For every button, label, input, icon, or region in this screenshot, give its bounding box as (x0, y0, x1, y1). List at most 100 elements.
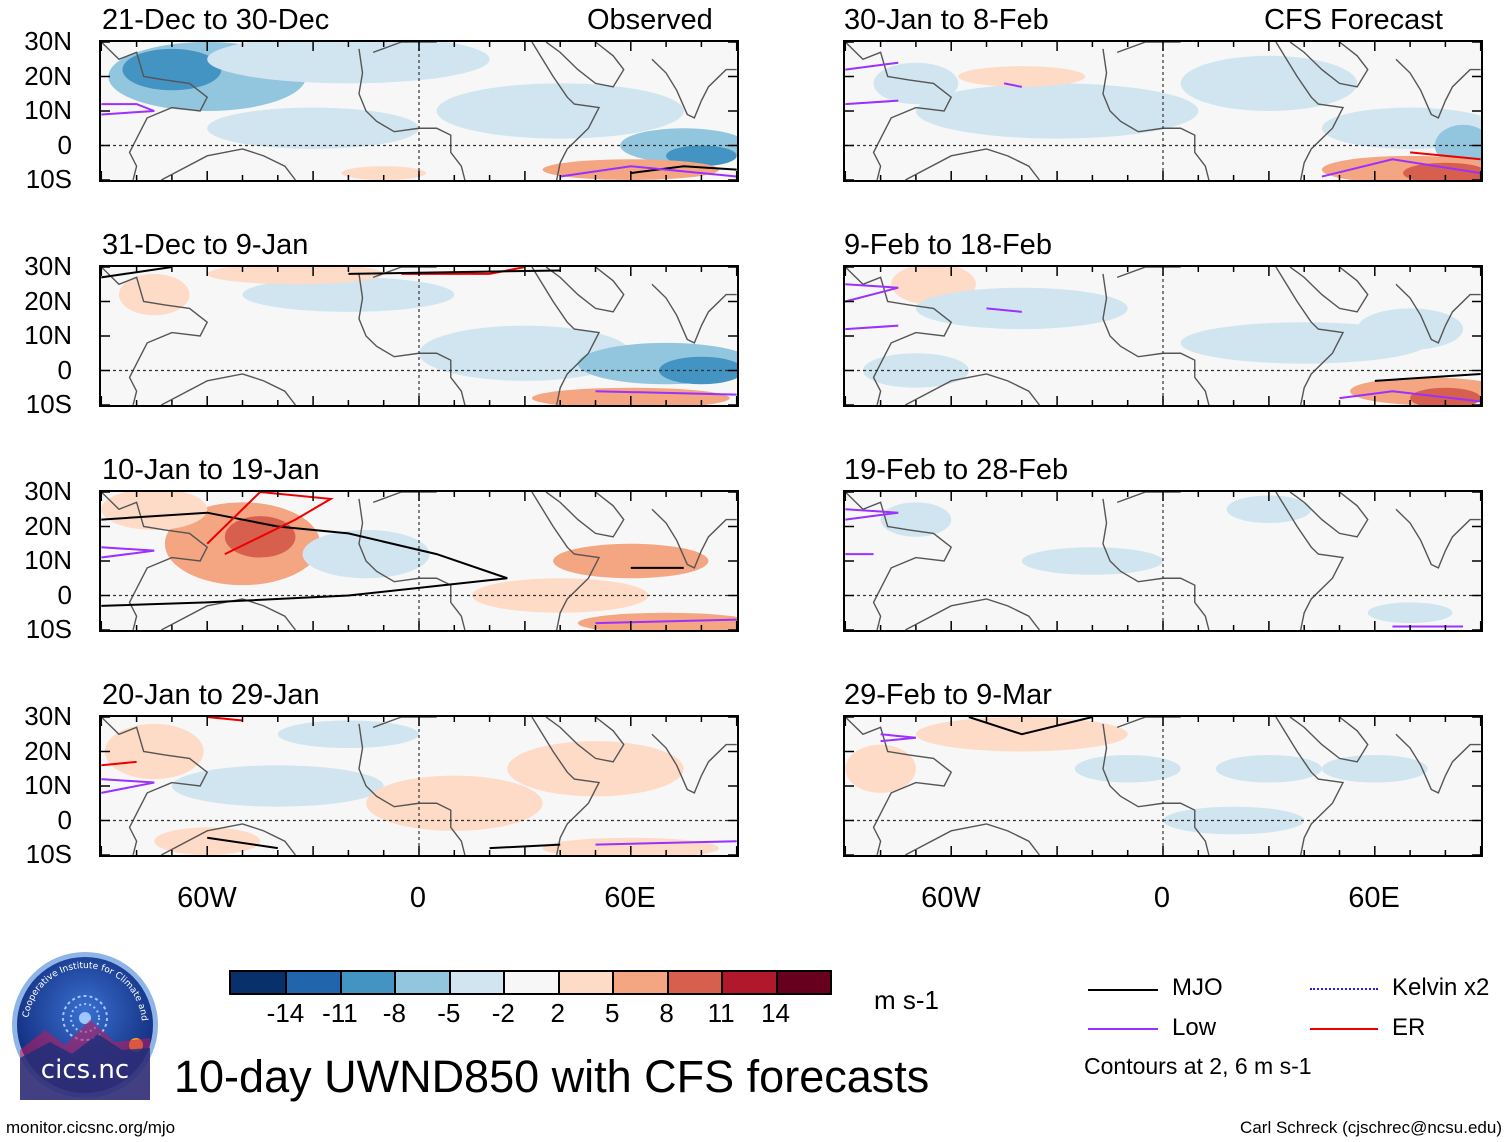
coastline (904, 598, 1041, 630)
lat-label: 30N (24, 701, 72, 731)
wind-anomaly-shading (553, 543, 709, 579)
coastline (1102, 498, 1210, 630)
colorbar-label: 2 (550, 998, 565, 1028)
observed-header: Observed (587, 4, 713, 36)
coastline (1395, 283, 1481, 344)
wind-anomaly-shading (862, 353, 969, 388)
colorbar-cell (503, 972, 559, 993)
legend-contour-note: Contours at 2, 6 m s-1 (1084, 1053, 1312, 1079)
coastline (358, 723, 466, 855)
wind-anomaly-shading (1321, 754, 1428, 783)
colorbar-cell (666, 972, 722, 993)
coastline (358, 48, 466, 180)
wind-anomaly-shading (1074, 754, 1181, 783)
logo-text: cics.nc (41, 1055, 129, 1085)
wind-anomaly-shading (666, 145, 737, 167)
contour-er (1410, 151, 1481, 161)
lat-label: 30N (24, 476, 72, 506)
colorbar-cell (231, 972, 286, 993)
coastline (651, 733, 737, 794)
coastline (1395, 508, 1481, 569)
coastline (1102, 723, 1210, 855)
coastline (1289, 42, 1369, 88)
wind-anomaly-shading (118, 273, 190, 316)
contour-low (1321, 158, 1481, 178)
coastline (101, 717, 209, 855)
panel-title: 9-Feb to 18-Feb (844, 229, 1052, 261)
wind-anomaly-shading (471, 578, 649, 613)
legend-low-label: Low (1172, 1014, 1217, 1041)
map-panel (843, 40, 1483, 182)
lat-label: 20N (24, 511, 72, 541)
lon-label: 0 (1153, 882, 1171, 914)
coastline (160, 148, 297, 180)
contour-mjo (630, 165, 737, 175)
map-graphic (845, 267, 1481, 405)
map-panel (843, 715, 1483, 857)
coastline (845, 717, 953, 855)
wind-anomaly-shading (1367, 602, 1453, 624)
legend-mjo-label: MJO (1172, 974, 1223, 1001)
wind-anomaly-shading (1357, 308, 1464, 350)
main-title: 10-day UWND850 with CFS forecasts (174, 1051, 930, 1102)
contour-low (595, 618, 737, 625)
coastline (845, 492, 953, 630)
footer-url: monitor.cicsnc.org/mjo (6, 1118, 176, 1137)
lat-label: 0 (57, 355, 72, 385)
contour-low (101, 546, 155, 559)
panel-title: 31-Dec to 9-Jan (102, 229, 309, 261)
lat-label: 30N (24, 26, 72, 56)
coastline (1116, 492, 1181, 504)
colorbar-cell (612, 972, 668, 993)
map-graphic (101, 267, 737, 405)
coastline (1395, 58, 1481, 119)
coastline (545, 492, 625, 538)
contour-mjo (1374, 372, 1481, 382)
contour-low (1003, 82, 1022, 88)
wind-anomaly-shading (1215, 754, 1322, 783)
wind-anomaly-shading (507, 741, 684, 797)
lat-label: 10N (24, 770, 72, 800)
colorbar-label: -2 (491, 998, 515, 1028)
coastline (651, 58, 737, 119)
legend-kelvin-label: Kelvin x2 (1392, 974, 1490, 1001)
coastline (1289, 492, 1369, 538)
wind-anomaly-shading (845, 744, 916, 793)
panel-title: 10-Jan to 19-Jan (102, 454, 320, 486)
contour-mjo (207, 836, 278, 850)
lat-label: 0 (57, 580, 72, 610)
contour-low (101, 778, 155, 794)
coastline (1289, 267, 1369, 313)
coastline (1289, 717, 1369, 763)
wind-anomaly-shading (207, 267, 384, 285)
colorbar-label: 11 (707, 998, 735, 1028)
contour-low (845, 99, 899, 106)
colorbar-units: m s-1 (874, 985, 939, 1015)
wind-anomaly-shading (366, 775, 543, 831)
coastline (372, 717, 437, 729)
wind-anomaly-shading (1403, 162, 1481, 180)
coastline (1116, 717, 1181, 729)
map-panel (99, 40, 739, 182)
contour-low (560, 165, 737, 178)
panel-title: 19-Feb to 28-Feb (844, 454, 1069, 486)
coastline (531, 267, 601, 405)
contour-er (207, 717, 243, 722)
coastline (531, 492, 601, 630)
colorbar (229, 970, 832, 995)
map-panel (99, 265, 739, 407)
contour-low (101, 103, 155, 116)
coastline (1102, 273, 1210, 405)
coastline (531, 717, 601, 855)
lat-label: 20N (24, 736, 72, 766)
wind-anomaly-shading (171, 765, 384, 807)
lon-label: 60E (604, 882, 656, 914)
coastline (1275, 717, 1345, 855)
coastline (1102, 48, 1210, 180)
coastline (651, 283, 737, 344)
coastline (372, 492, 437, 504)
wind-anomaly-shading (436, 83, 684, 139)
coastline (160, 598, 297, 630)
lon-label: 60W (921, 882, 981, 914)
wind-anomaly-shading (880, 502, 952, 537)
